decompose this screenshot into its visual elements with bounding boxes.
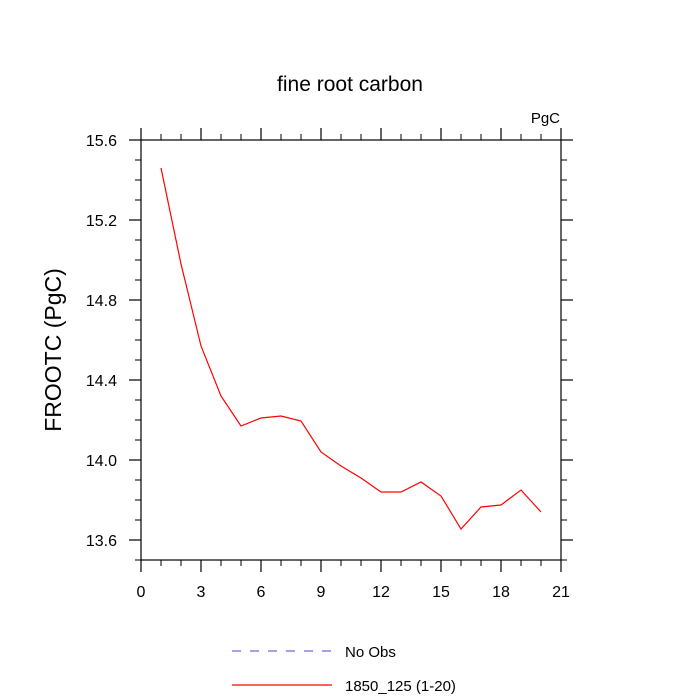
chart-title: fine root carbon [277, 73, 423, 96]
x-tick-label: 0 [137, 584, 146, 601]
y-tick-label: 15.2 [86, 213, 117, 230]
y-tick-label: 14.8 [86, 293, 117, 310]
x-tick-label: 15 [432, 584, 450, 601]
x-tick-label: 3 [197, 584, 206, 601]
data-series [160, 167, 542, 530]
legend-label: No Obs [345, 644, 396, 661]
legend: No Obs 1850_125 (1-20) [232, 644, 456, 695]
y-tick-label: 14.4 [86, 373, 117, 390]
x-tick-label: 12 [372, 584, 390, 601]
axis-tick-labels: 0 3 6 9 12 15 18 21 13.6 14.0 14.4 14.8 15.2 15.6 [86, 133, 570, 601]
y-tick-label: 15.6 [86, 133, 117, 150]
y-axis-label: FROOTC (PgC) [40, 268, 66, 432]
plot-frame [140, 139, 562, 561]
legend-label: 1850_125 (1-20) [345, 678, 456, 695]
y-tick-label: 13.6 [86, 533, 117, 550]
x-tick-label: 21 [552, 584, 570, 601]
units-label: PgC [531, 110, 560, 127]
x-tick-label: 18 [492, 584, 510, 601]
x-tick-label: 6 [257, 584, 266, 601]
y-tick-label: 14.0 [86, 453, 117, 470]
x-tick-label: 9 [317, 584, 326, 601]
axis-ticks [129, 128, 573, 572]
series-line [160, 167, 542, 530]
